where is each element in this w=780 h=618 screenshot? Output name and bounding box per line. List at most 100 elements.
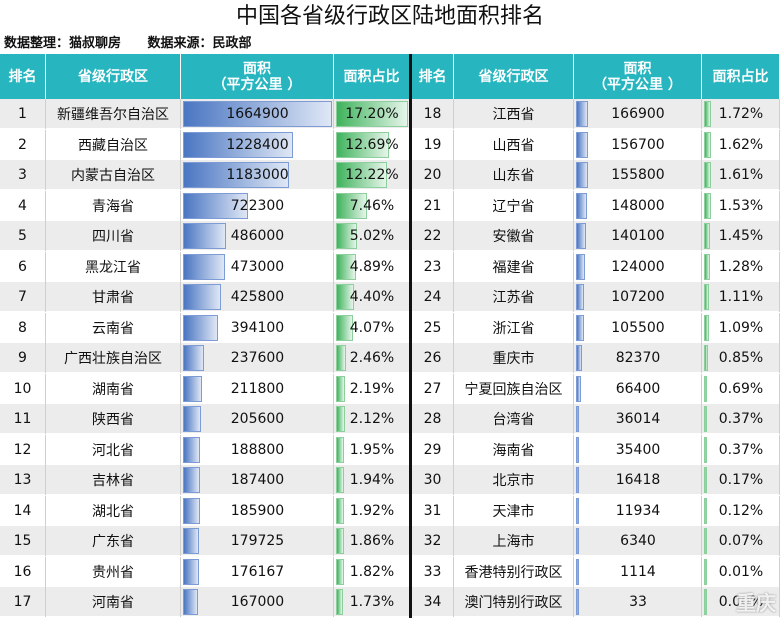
cell-region: 北京市: [454, 465, 574, 495]
table-row: 2 西藏自治区 1228400 12.69%: [0, 129, 410, 160]
area-value: 140100: [611, 228, 665, 244]
area-value: 188800: [230, 441, 285, 458]
cell-area: 82370: [574, 343, 702, 373]
cell-region: 重庆市: [454, 343, 574, 373]
cell-ratio: 1.94%: [334, 465, 410, 495]
cell-ratio: 1.92%: [334, 495, 410, 526]
table-row: 1 新疆维吾尔自治区 1664900 17.20%: [0, 99, 410, 129]
cell-region: 新疆维吾尔自治区: [46, 99, 181, 129]
area-bar: [183, 558, 199, 585]
table-row: 17 河南省 167000 1.73%: [0, 587, 410, 617]
ratio-bar: [336, 406, 345, 432]
header-rank: 排名: [412, 54, 454, 99]
cell-region: 福建省: [454, 251, 574, 282]
cell-rank: 25: [412, 312, 454, 343]
cell-ratio: 1.82%: [334, 556, 410, 587]
cell-area: 1228400: [181, 129, 334, 160]
watermark-text: 重庆: [736, 591, 776, 615]
area-value: 185900: [230, 502, 285, 519]
area-value: 394100: [230, 319, 285, 336]
table-row: 32 上海市 6340 0.07%: [412, 526, 780, 556]
table-row: 10 湖南省 211800 2.19%: [0, 373, 410, 404]
ratio-bar: [336, 253, 357, 280]
cell-ratio: 2.46%: [334, 343, 410, 373]
cell-area: 155800: [574, 160, 702, 190]
cell-rank: 31: [412, 495, 454, 526]
cell-rank: 19: [412, 129, 454, 160]
area-bar: [576, 589, 579, 615]
table-row: 24 江苏省 107200 1.11%: [412, 282, 780, 312]
cell-region: 香港特别行政区: [454, 556, 574, 587]
area-value: 425800: [230, 289, 285, 305]
cell-area: 473000: [181, 251, 334, 282]
cell-ratio: 0.37%: [702, 434, 780, 465]
area-bar: [183, 131, 293, 158]
ratio-bar: [704, 284, 709, 310]
ratio-value: 1.72%: [718, 106, 764, 122]
table-row: 6 黑龙江省 473000 4.89%: [0, 251, 410, 282]
ratio-bar: [336, 558, 344, 585]
cell-ratio: 7.46%: [334, 190, 410, 221]
cell-region: 台湾省: [454, 404, 574, 434]
area-value: 11934: [615, 502, 661, 519]
ratio-bar: [704, 192, 711, 219]
cell-rank: 34: [412, 587, 454, 617]
cell-rank: 12: [0, 434, 46, 465]
cell-region: 宁夏回族自治区: [454, 373, 574, 404]
table-row: 20 山东省 155800 1.61%: [412, 160, 780, 190]
area-bar: [576, 162, 588, 188]
cell-ratio: 1.61%: [702, 160, 780, 190]
cell-rank: 7: [0, 282, 46, 312]
ratio-bar: [704, 406, 707, 432]
cell-region: 辽宁省: [454, 190, 574, 221]
header-ratio: 面积占比: [334, 54, 410, 99]
area-value: 16418: [615, 472, 661, 488]
area-bar: [576, 192, 588, 219]
cell-region: 河北省: [46, 434, 181, 465]
area-value: 1114: [620, 563, 656, 580]
cell-rank: 14: [0, 495, 46, 526]
ratio-bar: [704, 436, 707, 463]
header-region: 省级行政区: [46, 54, 181, 99]
cell-ratio: 12.22%: [334, 160, 410, 190]
cell-rank: 18: [412, 99, 454, 129]
table-row: 5 四川省 486000 5.02%: [0, 221, 410, 251]
area-value: 473000: [230, 258, 285, 275]
cell-rank: 23: [412, 251, 454, 282]
cell-area: 16418: [574, 465, 702, 495]
cell-area: 156700: [574, 129, 702, 160]
cell-region: 海南省: [454, 434, 574, 465]
ratio-bar: [336, 162, 388, 188]
cell-area: 394100: [181, 312, 334, 343]
cell-area: 425800: [181, 282, 334, 312]
ratio-bar: [704, 528, 707, 554]
cell-rank: 4: [0, 190, 46, 221]
area-bar: [183, 528, 200, 554]
area-value: 167000: [230, 594, 285, 610]
area-bar: [183, 345, 205, 371]
ratio-bar: [704, 131, 711, 158]
table-divider: [409, 54, 412, 618]
area-bar: [183, 589, 198, 615]
ratio-bar: [704, 375, 707, 402]
table-row: 4 青海省 722300 7.46%: [0, 190, 410, 221]
area-bar: [183, 192, 248, 219]
ratio-bar: [336, 436, 345, 463]
table-row: 33 香港特别行政区 1114 0.01%: [412, 556, 780, 587]
cell-rank: 16: [0, 556, 46, 587]
cell-area: 107200: [574, 282, 702, 312]
ratio-bar: [336, 101, 408, 127]
table-row: 34 澳门特别行政区 33 0.00%: [412, 587, 780, 617]
ratio-bar: [336, 589, 344, 615]
table-header: 排名 省级行政区 面积 （平方公里 ）面积占比: [412, 54, 780, 99]
cell-ratio: 4.89%: [334, 251, 410, 282]
cell-rank: 17: [0, 587, 46, 617]
cell-rank: 29: [412, 434, 454, 465]
cell-rank: 22: [412, 221, 454, 251]
header-area: 面积 （平方公里 ）: [181, 54, 334, 99]
area-bar: [183, 101, 332, 127]
cell-ratio: 0.01%: [702, 556, 780, 587]
table-row: 28 台湾省 36014 0.37%: [412, 404, 780, 434]
area-value: 1664900: [226, 106, 289, 122]
source-text: 数据来源：民政部: [147, 36, 252, 51]
